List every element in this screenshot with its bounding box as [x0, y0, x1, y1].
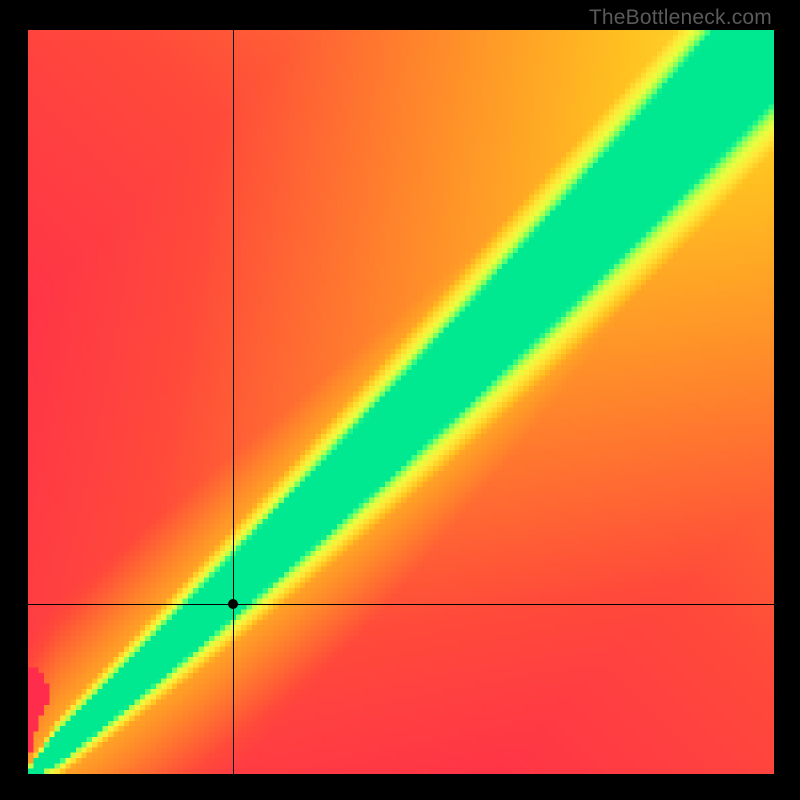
- crosshair-vertical: [233, 30, 234, 774]
- heatmap-canvas: [28, 30, 774, 774]
- heatmap-plot: [28, 30, 774, 774]
- crosshair-marker: [228, 599, 238, 609]
- crosshair-horizontal: [28, 604, 774, 605]
- watermark-text: TheBottleneck.com: [589, 6, 772, 30]
